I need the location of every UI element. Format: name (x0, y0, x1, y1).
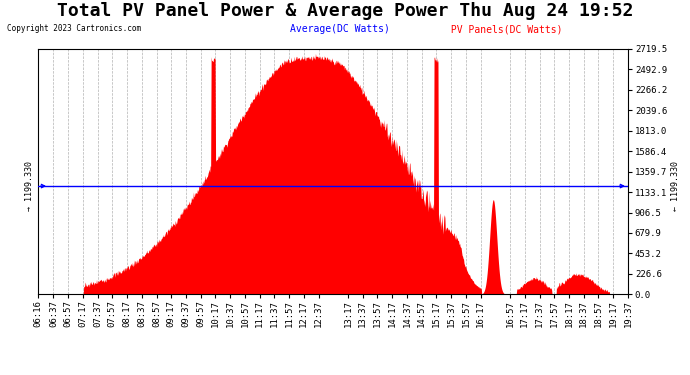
Text: Copyright 2023 Cartronics.com: Copyright 2023 Cartronics.com (7, 24, 141, 33)
Text: ← 1199.330: ← 1199.330 (671, 161, 680, 211)
Text: PV Panels(DC Watts): PV Panels(DC Watts) (445, 24, 562, 34)
Text: Total PV Panel Power & Average Power Thu Aug 24 19:52: Total PV Panel Power & Average Power Thu… (57, 2, 633, 20)
Text: → 1199.330: → 1199.330 (26, 161, 34, 211)
Text: Average(DC Watts): Average(DC Watts) (290, 24, 390, 34)
